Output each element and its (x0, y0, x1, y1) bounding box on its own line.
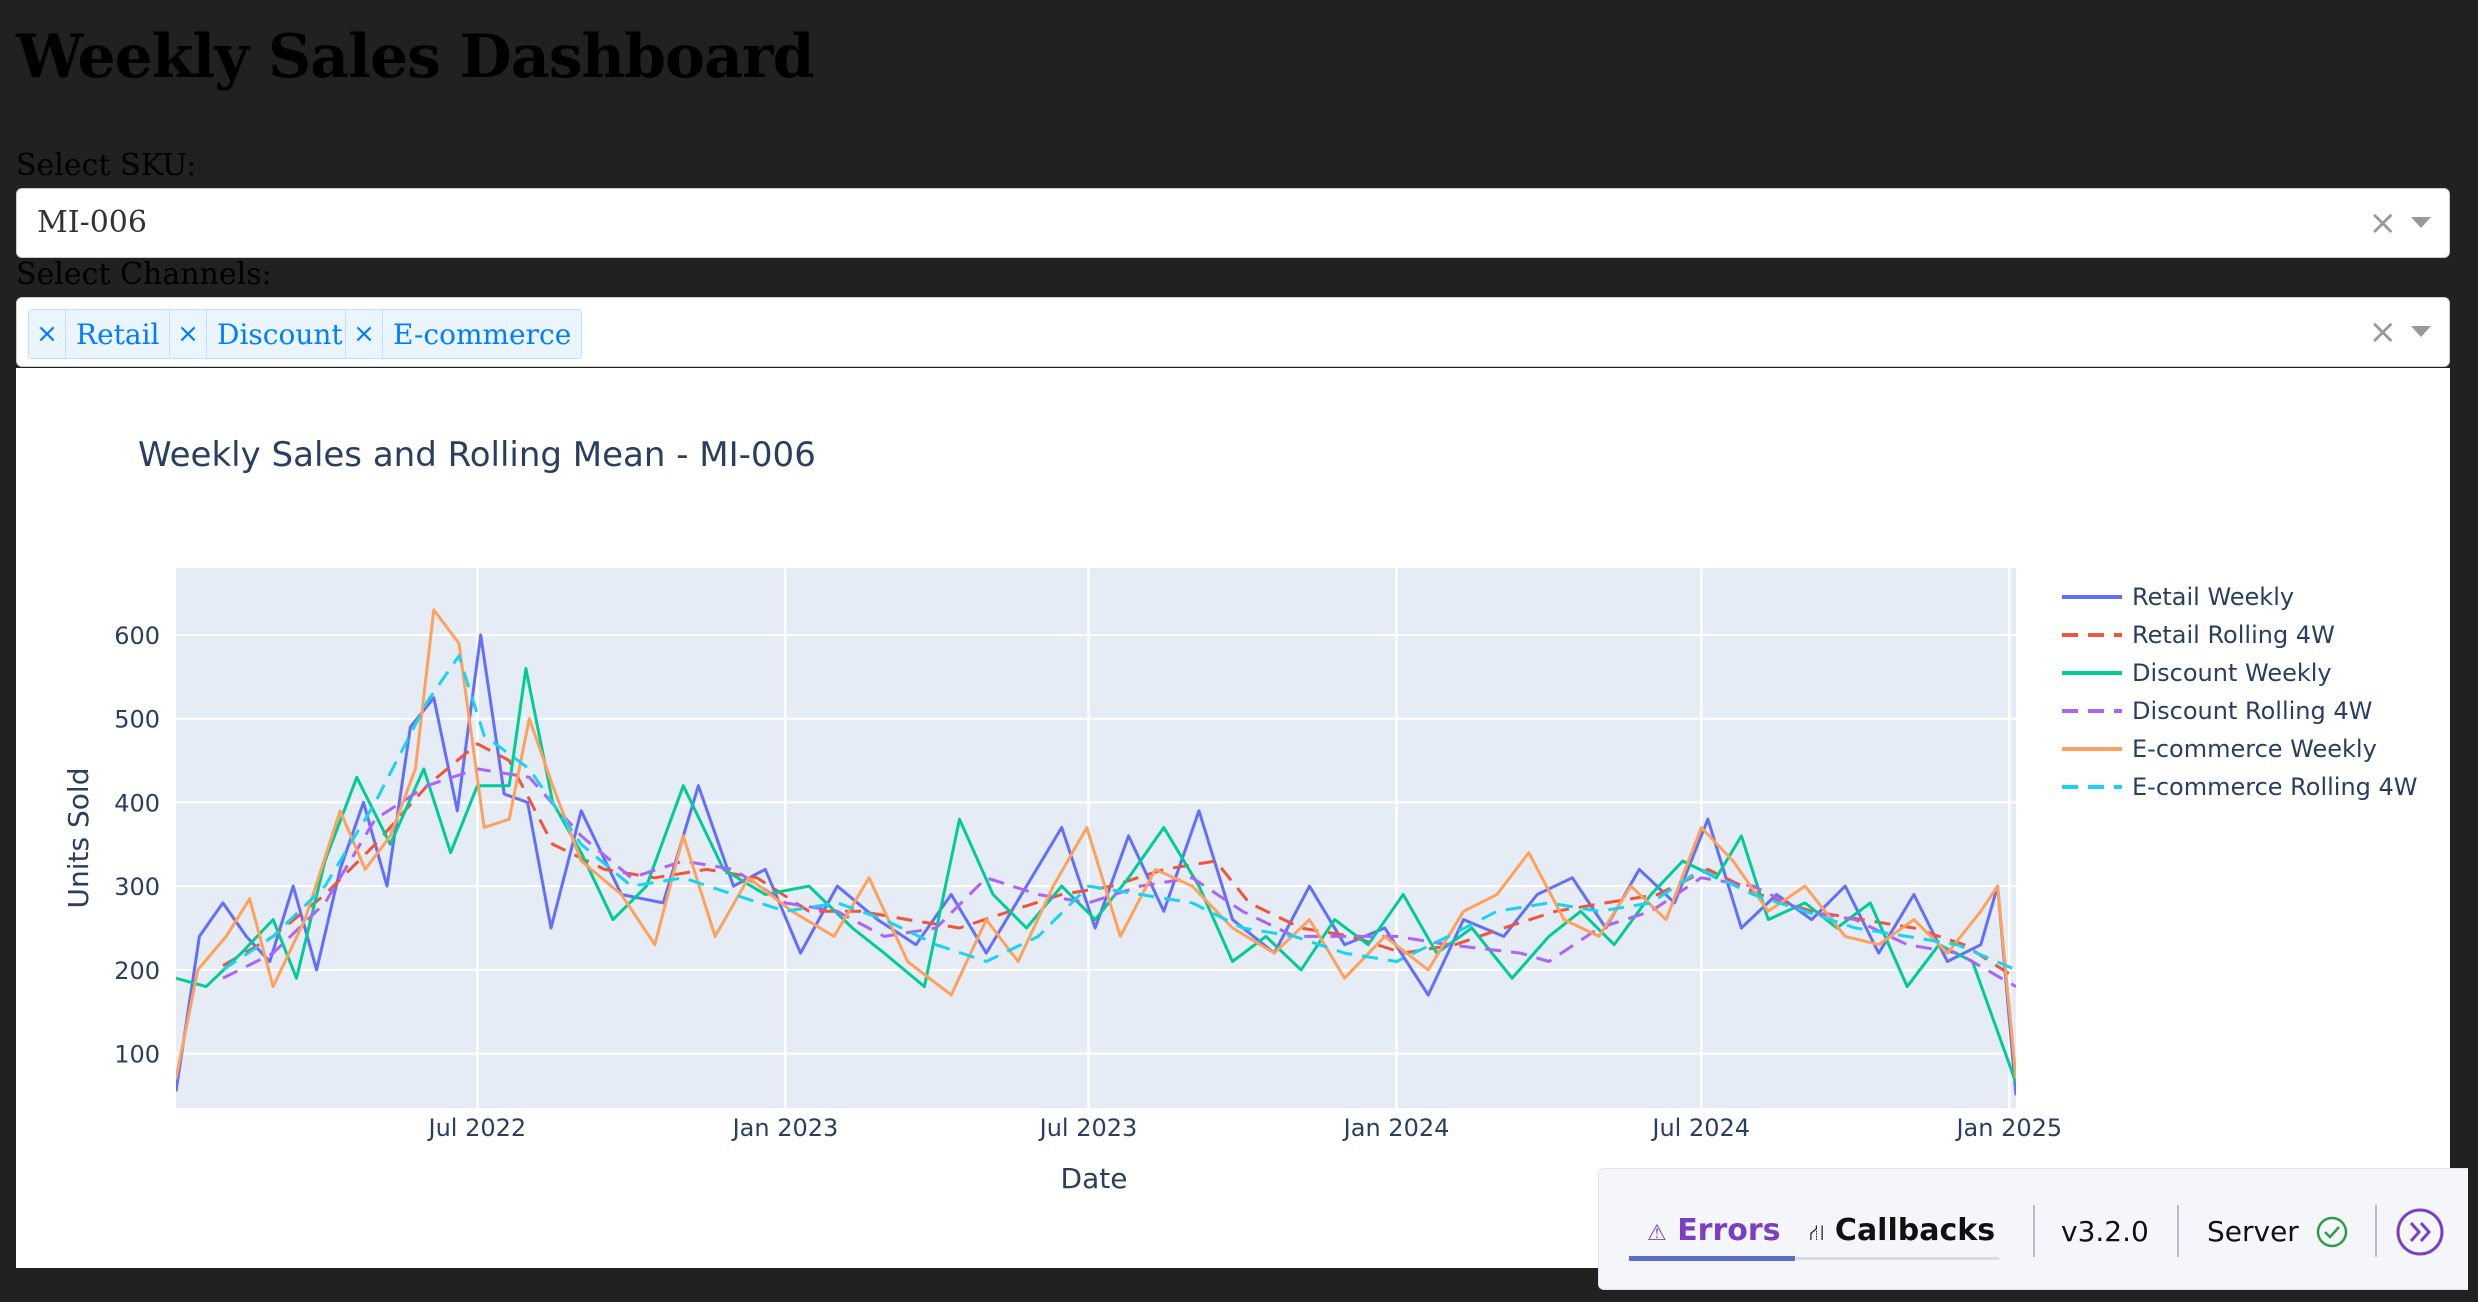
chart-legend[interactable]: Retail Weekly Retail Rolling 4W Discount W… (2062, 583, 2418, 801)
x-tick-label: Jul 2024 (1650, 1114, 1750, 1142)
chevron-down-icon[interactable] (2411, 326, 2431, 337)
divider (2033, 1205, 2035, 1257)
series-layer (176, 608, 2016, 1096)
y-tick-label: 300 (114, 873, 160, 901)
series-line-retail-rolling-4w (222, 742, 2016, 980)
devtools-tab-underline (1629, 1257, 1999, 1260)
x-tick-labels: Jul 2022 Jan 2023 Jul 2023 Jan 2024 Jul 2024… (427, 1114, 2063, 1142)
x-tick-label: Jan 2024 (1342, 1114, 1450, 1142)
devtools-callbacks-label: Callbacks (1834, 1213, 1996, 1248)
channel-tag-label: Retail (76, 317, 160, 351)
legend-label: Retail Weekly (2132, 583, 2294, 611)
channel-select-label: Select Channels: (16, 257, 272, 292)
channel-tag-retail: × Retail (28, 309, 171, 359)
devtools-errors-tab[interactable]: ⚠ Errors (1647, 1213, 1781, 1248)
series-line-retail-weekly (176, 633, 2016, 1096)
y-axis-title: Units Sold (62, 768, 95, 909)
y-tick-label: 200 (114, 957, 160, 985)
devtools-callbacks-tab[interactable]: ⛙ Callbacks (1809, 1213, 1995, 1249)
divider (2375, 1205, 2377, 1257)
channel-tag-label: Discount (217, 317, 343, 351)
devtools-server-label: Server (2207, 1215, 2299, 1248)
x-axis-title: Date (1061, 1162, 1128, 1195)
y-tick-label: 600 (114, 622, 160, 650)
legend-label: E-commerce Rolling 4W (2132, 773, 2418, 801)
devtools-tab-active-indicator (1629, 1256, 1795, 1261)
close-icon[interactable]: × (2368, 203, 2398, 243)
sales-graph[interactable]: Weekly Sales and Rolling Mean - MI-006 1… (16, 368, 2450, 1268)
channel-tag-label: E-commerce (393, 317, 572, 351)
series-line-discount-rolling-4w (222, 767, 2016, 988)
expand-icon[interactable] (2395, 1207, 2445, 1257)
series-line-e-commerce-rolling-4w (222, 654, 2016, 972)
sku-dropdown-value: MI-006 (37, 205, 147, 240)
legend-label: Discount Weekly (2132, 659, 2332, 687)
callbacks-icon: ⛙ (1809, 1221, 1825, 1246)
legend-label: Retail Rolling 4W (2132, 621, 2335, 649)
divider (2177, 1205, 2179, 1257)
check-circle-icon (2316, 1216, 2348, 1248)
channel-tag-discount: × Discount (169, 309, 354, 359)
sku-select-label: Select SKU: (16, 148, 197, 183)
dash-devtools-bar: ⚠ Errors ⛙ Callbacks v3.2.0 Server (1598, 1168, 2468, 1290)
x-tick-label: Jan 2025 (1954, 1114, 2062, 1142)
channel-dropdown[interactable]: × Retail × Discount × E-commerce × (16, 297, 2450, 367)
close-icon[interactable]: × (346, 310, 383, 358)
y-tick-label: 500 (114, 706, 160, 734)
y-tick-label: 100 (114, 1041, 160, 1069)
x-tick-label: Jul 2023 (1038, 1114, 1138, 1142)
warning-icon: ⚠ (1647, 1221, 1667, 1246)
chevron-down-icon[interactable] (2411, 217, 2431, 228)
series-line-e-commerce-weekly (176, 608, 2016, 1079)
legend-label: Discount Rolling 4W (2132, 697, 2372, 725)
close-icon[interactable]: × (29, 310, 66, 358)
close-icon[interactable]: × (2368, 312, 2398, 352)
x-tick-label: Jul 2022 (427, 1114, 527, 1142)
sku-dropdown[interactable]: MI-006 × (16, 188, 2450, 258)
legend-label: E-commerce Weekly (2132, 735, 2377, 763)
y-tick-labels: 100 200 300 400 500 600 (114, 622, 160, 1069)
channel-tag-ecommerce: × E-commerce (345, 309, 583, 359)
chart-title: Weekly Sales and Rolling Mean - MI-006 (138, 435, 816, 475)
close-icon[interactable]: × (170, 310, 207, 358)
devtools-errors-label: Errors (1677, 1213, 1781, 1248)
page-title: Weekly Sales Dashboard (16, 22, 815, 92)
y-tick-label: 400 (114, 789, 160, 817)
devtools-version: v3.2.0 (2061, 1215, 2149, 1248)
sales-chart-svg[interactable]: Weekly Sales and Rolling Mean - MI-006 1… (16, 368, 2450, 1268)
x-tick-label: Jan 2023 (731, 1114, 839, 1142)
